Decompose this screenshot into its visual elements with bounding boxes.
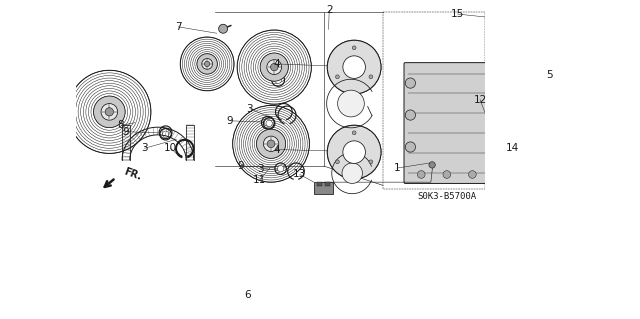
Bar bbox=[488, 86, 500, 106]
Circle shape bbox=[429, 162, 435, 168]
Bar bbox=[317, 182, 322, 186]
Circle shape bbox=[559, 39, 574, 54]
Circle shape bbox=[468, 171, 476, 178]
Circle shape bbox=[105, 108, 113, 116]
Circle shape bbox=[342, 163, 362, 183]
Bar bbox=[324, 182, 330, 186]
Circle shape bbox=[405, 142, 415, 152]
Circle shape bbox=[352, 131, 356, 135]
Text: 7: 7 bbox=[175, 22, 182, 32]
Text: FR.: FR. bbox=[122, 166, 143, 182]
Text: 6: 6 bbox=[244, 290, 251, 300]
Text: 4: 4 bbox=[273, 59, 280, 69]
Text: 3: 3 bbox=[246, 104, 253, 114]
Text: 15: 15 bbox=[451, 9, 464, 19]
Circle shape bbox=[369, 75, 372, 79]
Circle shape bbox=[271, 63, 278, 71]
Text: 12: 12 bbox=[474, 95, 486, 105]
Text: 8: 8 bbox=[118, 120, 124, 130]
Bar bbox=[314, 182, 333, 194]
FancyBboxPatch shape bbox=[532, 76, 552, 103]
Circle shape bbox=[264, 136, 279, 152]
FancyBboxPatch shape bbox=[548, 21, 586, 71]
Circle shape bbox=[335, 160, 339, 164]
Text: 9: 9 bbox=[123, 127, 129, 137]
Circle shape bbox=[268, 140, 275, 148]
Text: 3: 3 bbox=[257, 164, 264, 174]
Circle shape bbox=[369, 160, 372, 164]
Circle shape bbox=[509, 155, 525, 171]
Text: 11: 11 bbox=[253, 175, 266, 185]
Circle shape bbox=[513, 70, 521, 77]
Circle shape bbox=[93, 96, 125, 128]
Text: 4: 4 bbox=[273, 145, 280, 155]
FancyBboxPatch shape bbox=[486, 49, 548, 187]
Circle shape bbox=[327, 125, 381, 179]
Circle shape bbox=[343, 141, 365, 163]
Circle shape bbox=[343, 56, 365, 78]
Circle shape bbox=[267, 60, 282, 75]
Circle shape bbox=[266, 120, 272, 127]
Circle shape bbox=[335, 75, 339, 79]
Circle shape bbox=[204, 61, 210, 67]
Circle shape bbox=[101, 104, 118, 120]
Circle shape bbox=[513, 115, 521, 122]
Text: 2: 2 bbox=[326, 5, 333, 15]
Text: 13: 13 bbox=[293, 169, 307, 180]
Circle shape bbox=[405, 110, 415, 120]
Circle shape bbox=[260, 53, 289, 81]
FancyBboxPatch shape bbox=[404, 63, 490, 183]
Circle shape bbox=[162, 129, 169, 136]
Circle shape bbox=[202, 59, 212, 69]
Circle shape bbox=[219, 24, 228, 33]
Text: S0K3-B5700A: S0K3-B5700A bbox=[417, 192, 476, 201]
Circle shape bbox=[509, 111, 525, 126]
Circle shape bbox=[275, 76, 282, 83]
Circle shape bbox=[264, 119, 271, 126]
Circle shape bbox=[257, 129, 285, 158]
Circle shape bbox=[443, 171, 451, 178]
Bar bbox=[488, 134, 500, 153]
Text: 9: 9 bbox=[237, 161, 244, 171]
Text: 1: 1 bbox=[394, 163, 400, 173]
Circle shape bbox=[417, 171, 425, 178]
Circle shape bbox=[327, 40, 381, 94]
Text: 9: 9 bbox=[227, 116, 234, 126]
Circle shape bbox=[278, 166, 284, 172]
Circle shape bbox=[352, 46, 356, 50]
Text: 3: 3 bbox=[141, 143, 148, 153]
Text: 5: 5 bbox=[546, 70, 552, 80]
Circle shape bbox=[163, 131, 169, 137]
Text: 10: 10 bbox=[164, 143, 177, 153]
Circle shape bbox=[337, 90, 364, 117]
Circle shape bbox=[405, 78, 415, 88]
Circle shape bbox=[509, 66, 525, 81]
Text: 14: 14 bbox=[506, 143, 518, 153]
Circle shape bbox=[513, 159, 521, 167]
Circle shape bbox=[197, 54, 218, 74]
